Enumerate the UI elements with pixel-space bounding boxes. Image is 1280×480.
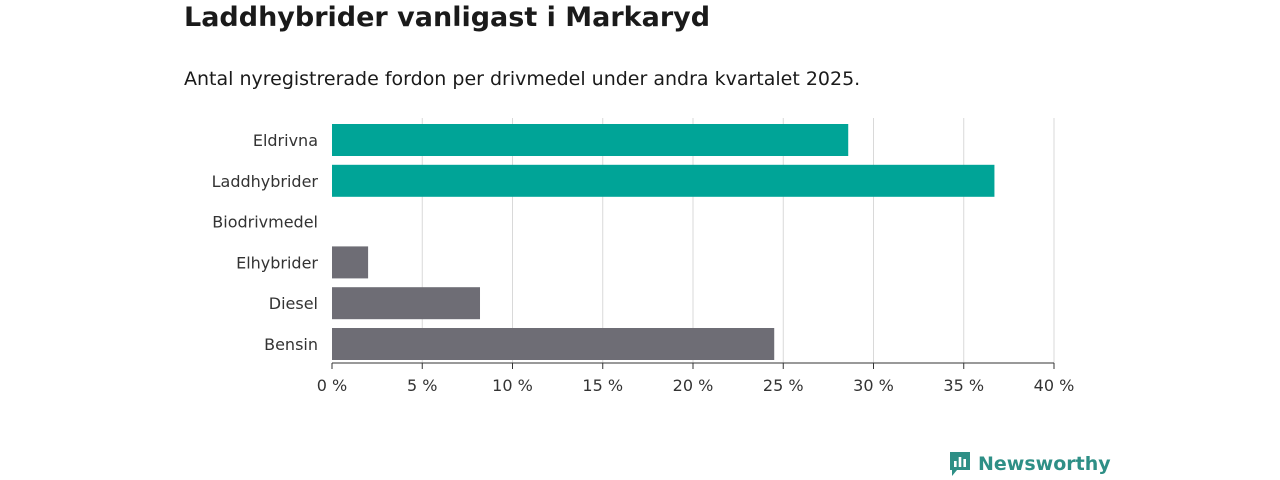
chart-title: Laddhybrider vanligast i Markaryd <box>184 2 711 33</box>
x-tick-label-40: 40 % <box>1034 376 1075 395</box>
brand-logo: Newsworthy <box>948 450 1111 478</box>
x-tick-label-15: 15 % <box>582 376 623 395</box>
category-labels: Eldrivna Laddhybrider Biodrivmedel Elhybrid… <box>212 131 319 354</box>
x-tick-label-5: 5 % <box>407 376 437 395</box>
bars <box>332 124 995 360</box>
x-axis: 0 % 5 % 10 % 15 % 20 % 25 % 30 % 35 % 40 % <box>317 362 1075 395</box>
x-tick-label-20: 20 % <box>673 376 714 395</box>
bar-bensin <box>332 328 775 360</box>
x-tick-label-0: 0 % <box>317 376 347 395</box>
category-label-eldrivna: Eldrivna <box>253 131 318 150</box>
category-label-elhybrider: Elhybrider <box>236 253 318 272</box>
category-label-laddhybrider: Laddhybrider <box>212 172 319 191</box>
x-tick-label-25: 25 % <box>763 376 804 395</box>
category-label-bensin: Bensin <box>264 335 318 354</box>
bar-elhybrider <box>332 246 369 279</box>
category-label-biodrivmedel: Biodrivmedel <box>212 213 318 232</box>
bar-eldrivna <box>332 124 849 156</box>
brand-name: Newsworthy <box>978 453 1111 475</box>
x-tick-label-30: 30 % <box>853 376 894 395</box>
chart-subtitle: Antal nyregistrerade fordon per drivmede… <box>184 68 861 90</box>
newsworthy-logo-icon <box>950 452 970 476</box>
bar-diesel <box>332 287 481 320</box>
gridlines <box>421 118 1055 363</box>
bar-laddhybrider <box>332 164 995 197</box>
category-label-diesel: Diesel <box>269 294 318 313</box>
x-tick-label-10: 10 % <box>492 376 533 395</box>
x-tick-label-35: 35 % <box>943 376 984 395</box>
